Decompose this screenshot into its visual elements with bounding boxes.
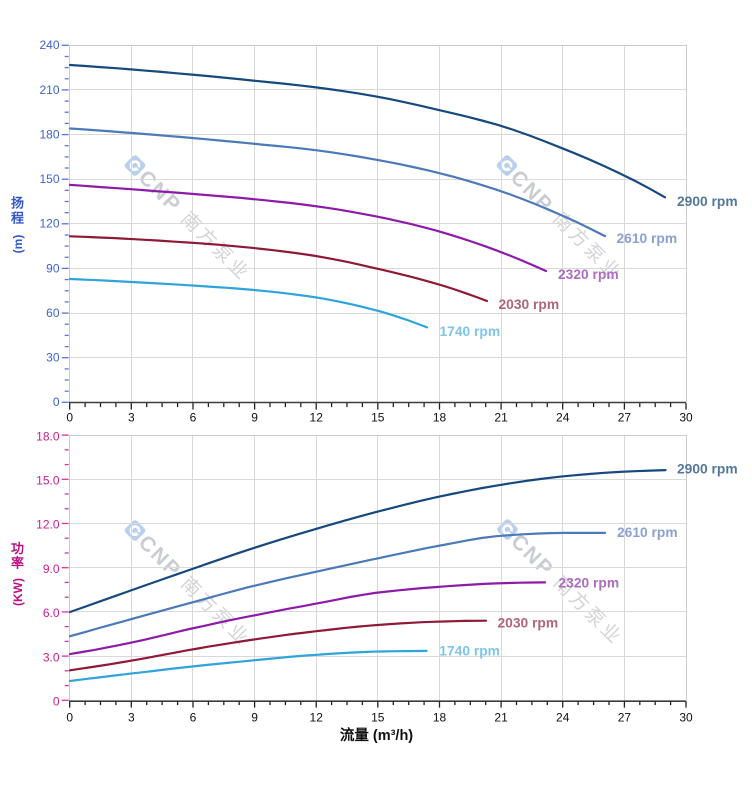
svg-text:30: 30	[46, 351, 60, 365]
svg-text:12.0: 12.0	[36, 518, 60, 532]
svg-text:18: 18	[433, 711, 447, 725]
svg-text:0: 0	[53, 695, 60, 709]
svg-text:2320 rpm: 2320 rpm	[558, 267, 619, 282]
svg-text:(KW): (KW)	[11, 578, 25, 606]
svg-text:0: 0	[66, 711, 73, 725]
svg-text:程: 程	[11, 211, 24, 226]
svg-text:率: 率	[11, 556, 24, 571]
svg-text:扬: 扬	[11, 196, 24, 211]
svg-text:24: 24	[556, 411, 570, 425]
svg-text:3: 3	[128, 711, 135, 725]
svg-text:30: 30	[679, 711, 693, 725]
svg-text:9.0: 9.0	[43, 562, 60, 576]
svg-text:流量 (m³/h): 流量 (m³/h)	[340, 726, 413, 744]
svg-text:21: 21	[494, 411, 508, 425]
svg-text:0: 0	[53, 395, 60, 409]
svg-text:2320 rpm: 2320 rpm	[559, 575, 620, 590]
svg-text:(m): (m)	[11, 235, 25, 254]
svg-text:27: 27	[618, 711, 632, 725]
svg-text:27: 27	[618, 411, 632, 425]
svg-text:12: 12	[310, 411, 324, 425]
svg-text:15: 15	[371, 711, 385, 725]
svg-text:1740 rpm: 1740 rpm	[440, 324, 501, 339]
svg-text:30: 30	[679, 411, 693, 425]
svg-text:9: 9	[251, 411, 258, 425]
svg-text:12: 12	[310, 711, 324, 725]
svg-text:0: 0	[66, 411, 73, 425]
svg-text:9: 9	[251, 711, 258, 725]
svg-text:21: 21	[494, 711, 508, 725]
svg-text:2030 rpm: 2030 rpm	[499, 297, 560, 312]
svg-text:6: 6	[190, 711, 197, 725]
svg-text:24: 24	[556, 711, 570, 725]
svg-text:240: 240	[39, 38, 59, 52]
svg-text:2900 rpm: 2900 rpm	[677, 194, 738, 209]
svg-text:180: 180	[39, 128, 59, 142]
svg-text:60: 60	[46, 306, 60, 320]
svg-text:6: 6	[190, 411, 197, 425]
svg-text:2030 rpm: 2030 rpm	[498, 616, 559, 631]
svg-text:2900 rpm: 2900 rpm	[677, 461, 738, 476]
svg-text:150: 150	[39, 172, 59, 186]
svg-text:90: 90	[46, 261, 60, 275]
svg-text:210: 210	[39, 83, 59, 97]
svg-text:15.0: 15.0	[36, 474, 60, 488]
svg-text:3: 3	[128, 411, 135, 425]
svg-text:6.0: 6.0	[43, 606, 60, 620]
svg-text:18: 18	[433, 411, 447, 425]
svg-text:1740 rpm: 1740 rpm	[439, 643, 500, 658]
svg-text:120: 120	[39, 217, 59, 231]
svg-text:3.0: 3.0	[43, 650, 60, 664]
svg-text:15: 15	[371, 411, 385, 425]
svg-text:2610 rpm: 2610 rpm	[617, 231, 678, 246]
svg-text:功: 功	[11, 541, 24, 556]
svg-text:18.0: 18.0	[36, 429, 60, 443]
svg-text:2610 rpm: 2610 rpm	[617, 525, 678, 540]
